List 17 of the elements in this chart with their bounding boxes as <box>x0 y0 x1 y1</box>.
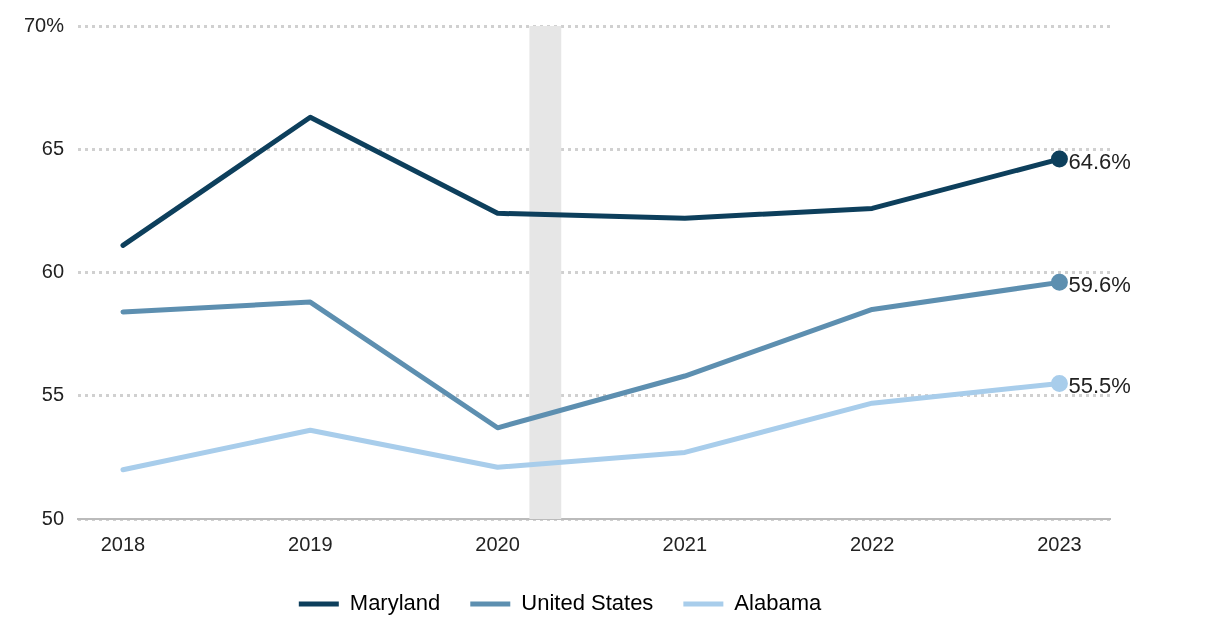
y-tick-label: 70% <box>24 13 65 36</box>
x-tick-label: 2018 <box>100 532 146 555</box>
y-tick-label: 65 <box>41 136 65 159</box>
x-tick-label: 2021 <box>662 532 708 555</box>
x-tick-label: 2020 <box>475 532 520 555</box>
y-tick-label: 60 <box>41 260 65 283</box>
legend-label: Alabama <box>734 590 822 616</box>
x-tick-label: 2019 <box>288 532 333 555</box>
data-label: 64.6% <box>1068 149 1131 175</box>
data-label: 55.5% <box>1068 373 1131 399</box>
legend-label: Maryland <box>349 590 441 616</box>
y-tick-label: 55 <box>41 383 65 406</box>
x-tick-label: 2023 <box>1037 532 1082 555</box>
y-tick-label: 50 <box>41 506 65 529</box>
legend-label: United States <box>521 590 654 616</box>
x-tick-label: 2022 <box>849 532 895 555</box>
data-label: 59.6% <box>1068 272 1131 298</box>
